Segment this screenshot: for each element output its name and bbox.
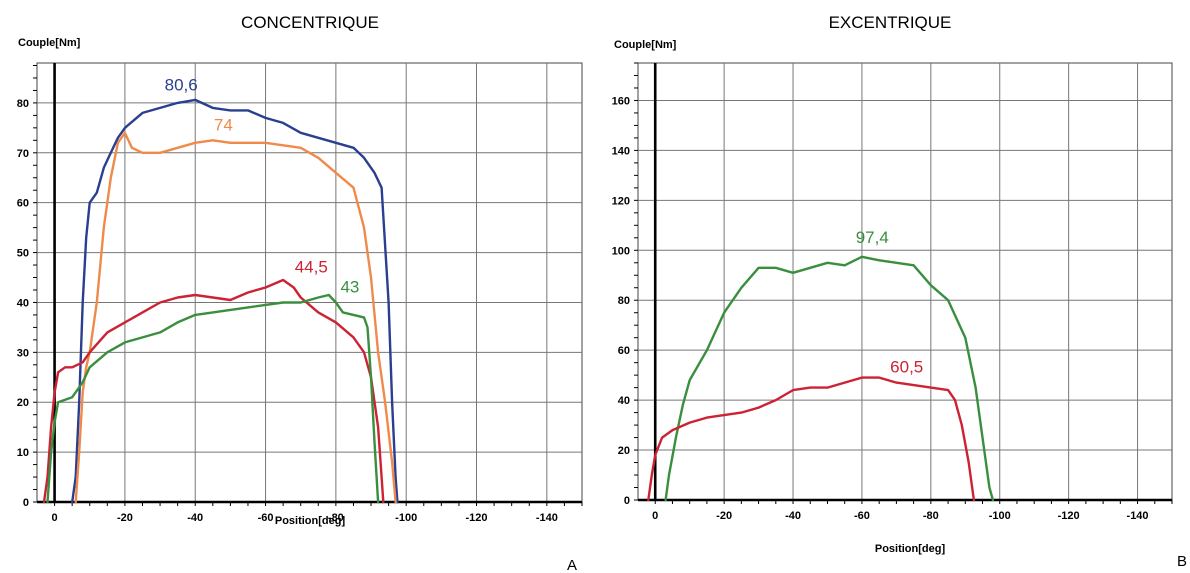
x-tick-label: 0 xyxy=(652,510,658,522)
y-tick-label: 100 xyxy=(612,245,630,257)
series-line xyxy=(46,293,380,504)
x-tick-label: 0 xyxy=(52,512,58,524)
series-line xyxy=(664,255,995,502)
y-axis-label: Couple[Nm] xyxy=(18,37,81,49)
chart-title: EXCENTRIQUE xyxy=(829,13,952,32)
y-tick-label: 70 xyxy=(17,148,29,160)
x-tick-label: -100 xyxy=(395,512,417,524)
y-tick-label: 10 xyxy=(17,447,29,459)
y-tick-label: 50 xyxy=(17,248,29,260)
y-tick-label: 120 xyxy=(612,195,630,207)
x-axis-label: Position[deg] xyxy=(275,515,346,527)
series-line xyxy=(42,278,385,504)
x-tick-label: -60 xyxy=(854,510,870,522)
panel-excentrique: EXCENTRIQUE Couple[Nm] 0 -20 -40 -60 -80 -100 -1… xyxy=(612,13,1187,570)
peak-annotation: 80,6 xyxy=(165,75,198,94)
panel-label: A xyxy=(567,557,577,573)
y-tick-label: 160 xyxy=(612,95,630,107)
y-tick-label: 40 xyxy=(618,395,630,407)
series-line xyxy=(70,98,399,504)
peak-annotation: 74 xyxy=(214,115,233,134)
series-line xyxy=(74,131,397,504)
x-tick-label: -140 xyxy=(536,512,558,524)
y-tick-label: 60 xyxy=(17,198,29,210)
peak-annotation: 43 xyxy=(340,277,359,296)
plot-frame xyxy=(637,62,1173,501)
x-tick-label: -120 xyxy=(466,512,488,524)
x-tick-label: -140 xyxy=(1127,510,1149,522)
peak-annotation: 60,5 xyxy=(890,358,923,377)
plot-frame xyxy=(36,62,583,503)
y-tick-label: 20 xyxy=(618,445,630,457)
y-tick-label: 20 xyxy=(17,397,29,409)
panel-concentrique: CONCENTRIQUE Couple[Nm] 0 -20 -40 -60 -80 -100 -… xyxy=(17,13,583,573)
x-tick-label: -120 xyxy=(1058,510,1080,522)
y-axis-label: Couple[Nm] xyxy=(614,39,677,51)
y-tick-label: 80 xyxy=(618,295,630,307)
y-tick-label: 40 xyxy=(17,297,29,309)
x-tick-label: -80 xyxy=(328,512,344,524)
x-tick-label: -20 xyxy=(117,512,133,524)
x-tick-label: -40 xyxy=(785,510,801,522)
x-tick-label: -60 xyxy=(258,512,274,524)
x-tick-label: -100 xyxy=(989,510,1011,522)
series-line xyxy=(647,376,976,502)
x-tick-label: -20 xyxy=(716,510,732,522)
y-tick-label: 0 xyxy=(624,495,630,507)
x-axis-label: Position[deg] xyxy=(875,543,946,555)
y-tick-label: 140 xyxy=(612,145,630,157)
x-tick-label: -80 xyxy=(923,510,939,522)
peak-annotation: 97,4 xyxy=(856,228,889,247)
panel-label: B xyxy=(1177,553,1187,570)
peak-annotation: 44,5 xyxy=(295,258,328,277)
chart-title: CONCENTRIQUE xyxy=(241,13,379,32)
y-tick-label: 0 xyxy=(23,497,29,509)
x-tick-label: -40 xyxy=(187,512,203,524)
y-tick-label: 30 xyxy=(17,347,29,359)
y-tick-label: 80 xyxy=(17,98,29,110)
y-tick-label: 60 xyxy=(618,345,630,357)
